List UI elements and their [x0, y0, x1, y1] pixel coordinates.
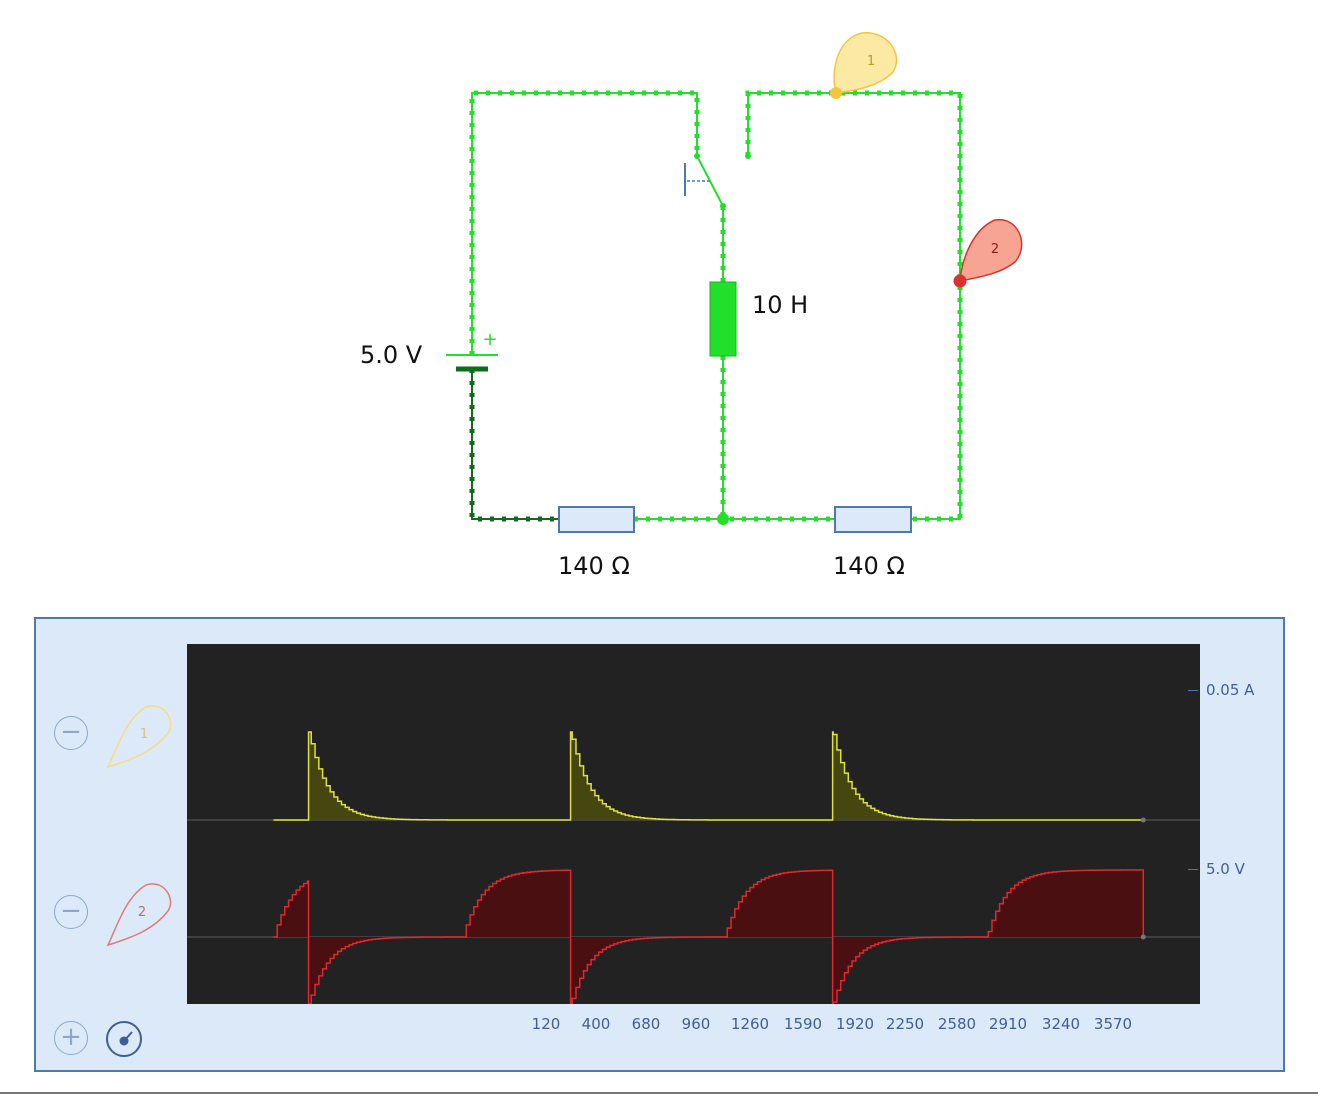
- x-tick-label: 3240: [1041, 1015, 1081, 1033]
- x-tick-label: 120: [531, 1015, 561, 1033]
- scale-tick-1: [1188, 690, 1198, 691]
- battery-plus-sign: +: [482, 329, 497, 350]
- x-tick-label: 2910: [988, 1015, 1028, 1033]
- x-tick-label: 960: [681, 1015, 711, 1033]
- channel-2-endpoint: [1140, 934, 1146, 940]
- probe-2-number: 2: [991, 242, 999, 257]
- x-tick-label: 2580: [937, 1015, 977, 1033]
- channel-2-probe-icon: 2: [106, 883, 172, 947]
- circuit-diagram: 1 2 +: [446, 32, 1023, 533]
- wire-2[interactable]: [747, 92, 961, 520]
- wire-low-potential[interactable]: [471, 369, 559, 520]
- probe-2[interactable]: 2: [953, 219, 1023, 288]
- probe-1-number: 1: [867, 54, 875, 69]
- x-tick-label: 680: [631, 1015, 661, 1033]
- switch[interactable]: [684, 153, 751, 209]
- trace-channel-1: [273, 731, 1146, 823]
- junction-node: [717, 513, 729, 525]
- channel-1-scale: 0.05 A: [1206, 681, 1255, 699]
- remove-channel-1-button[interactable]: −: [54, 716, 88, 750]
- channel-1-probe-number: 1: [140, 727, 148, 742]
- window-bottom-border: [0, 1092, 1318, 1094]
- battery-voltage-label: 5.0 V: [360, 341, 423, 369]
- channel-2-scale: 5.0 V: [1206, 860, 1245, 878]
- x-tick-label: 400: [581, 1015, 611, 1033]
- x-tick-label: 1590: [783, 1015, 823, 1033]
- wire-1-current-dots: [469, 90, 700, 355]
- probe-1[interactable]: 1: [830, 32, 898, 99]
- x-tick-label: 3570: [1093, 1015, 1133, 1033]
- wire-1[interactable]: [471, 92, 698, 355]
- scope-screen: [187, 644, 1200, 1004]
- x-tick-label: 1260: [730, 1015, 770, 1033]
- inductor[interactable]: [709, 281, 737, 357]
- x-tick-label: 2250: [885, 1015, 925, 1033]
- x-tick-label: 1920: [835, 1015, 875, 1033]
- battery[interactable]: [446, 354, 498, 372]
- inductor-label: 10 H: [752, 291, 809, 319]
- resistor-left-label: 140 Ω: [558, 552, 630, 580]
- resistor-right-label: 140 Ω: [833, 552, 905, 580]
- channel-2-line: [273, 869, 1145, 1004]
- channel-1-endpoint: [1140, 817, 1146, 823]
- probe-tool-button[interactable]: [106, 1021, 142, 1057]
- add-channel-button[interactable]: +: [54, 1021, 88, 1055]
- scale-tick-2: [1188, 869, 1198, 870]
- channel-1-line: [273, 731, 1144, 821]
- trace-channel-2: [273, 869, 1146, 1004]
- channel-1-probe-icon: 1: [106, 705, 172, 769]
- resistor-left[interactable]: [558, 506, 635, 533]
- wire-low-potential-current-dots: [469, 369, 559, 522]
- channel-2-probe-number: 2: [138, 905, 146, 920]
- remove-channel-2-button[interactable]: −: [54, 895, 88, 929]
- resistor-right[interactable]: [834, 506, 912, 533]
- oscilloscope-panel: 0.05 A 5.0 V − 1 − 2 + 120 400 680 960 1260 1…: [34, 617, 1285, 1072]
- probe-tool-icon: [119, 1031, 133, 1046]
